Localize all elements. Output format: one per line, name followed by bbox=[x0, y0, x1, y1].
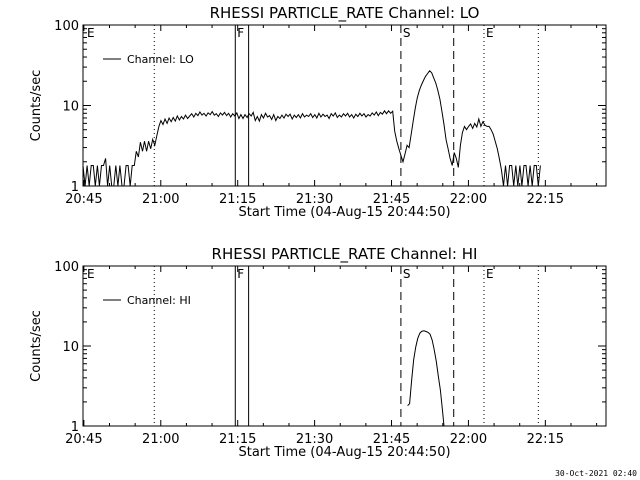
hi-x-tick-label: 21:30 bbox=[296, 432, 333, 447]
lo-plot-frame bbox=[82, 24, 607, 187]
hi-marker-label: F bbox=[237, 267, 244, 281]
hi-marker-label: E bbox=[486, 267, 494, 281]
lo-y-axis-label: Counts/sec bbox=[29, 70, 44, 142]
lo-x-tick-label: 22:00 bbox=[450, 192, 487, 207]
lo-y-tick-label: 10 bbox=[62, 100, 79, 115]
hi-plot-frame bbox=[82, 265, 607, 427]
lo-x-axis-label: Start Time (04-Aug-15 20:44:50) bbox=[238, 205, 450, 220]
hi-legend-label: Channel: HI bbox=[127, 294, 191, 307]
lo-chart-title: RHESSI PARTICLE_RATE Channel: LO bbox=[210, 4, 480, 23]
hi-y-tick-label: 100 bbox=[54, 260, 79, 275]
hi-y-tick-label: 1 bbox=[71, 420, 79, 435]
hi-x-tick-label: 21:00 bbox=[142, 432, 179, 447]
lo-x-tick-label: 22:15 bbox=[527, 192, 564, 207]
lo-y-tick-label: 100 bbox=[54, 19, 79, 34]
hi-x-tick-label: 22:15 bbox=[527, 432, 564, 447]
lo-x-tick-label: 20:45 bbox=[65, 192, 102, 207]
plot-timestamp: 30-Oct-2021 02:40 bbox=[555, 469, 637, 478]
hi-marker-label: S bbox=[403, 267, 411, 281]
hi-y-axis-label: Counts/sec bbox=[29, 310, 44, 382]
hi-series-line bbox=[407, 330, 445, 427]
hi-x-tick-label: 22:00 bbox=[450, 432, 487, 447]
lo-x-tick-label: 21:15 bbox=[219, 192, 256, 207]
lo-x-tick-label: 21:00 bbox=[142, 192, 179, 207]
lo-marker-label: S bbox=[403, 26, 411, 40]
lo-legend-label: Channel: LO bbox=[127, 53, 194, 66]
lo-marker-label: E bbox=[486, 26, 494, 40]
lo-x-tick-label: 21:45 bbox=[373, 192, 410, 207]
hi-x-tick-label: 21:45 bbox=[373, 432, 410, 447]
hi-x-tick-label: 21:15 bbox=[219, 432, 256, 447]
hi-y-tick-label: 10 bbox=[62, 340, 79, 355]
lo-marker-label: E bbox=[87, 26, 95, 40]
hi-x-axis-label: Start Time (04-Aug-15 20:44:50) bbox=[238, 445, 450, 460]
lo-series-line bbox=[82, 70, 541, 187]
hi-chart-title: RHESSI PARTICLE_RATE Channel: HI bbox=[212, 245, 478, 264]
hi-marker-label: E bbox=[87, 267, 95, 281]
hi-x-tick-label: 20:45 bbox=[65, 432, 102, 447]
lo-x-tick-label: 21:30 bbox=[296, 192, 333, 207]
lo-y-tick-label: 1 bbox=[71, 180, 79, 195]
lo-marker-label: F bbox=[237, 26, 244, 40]
